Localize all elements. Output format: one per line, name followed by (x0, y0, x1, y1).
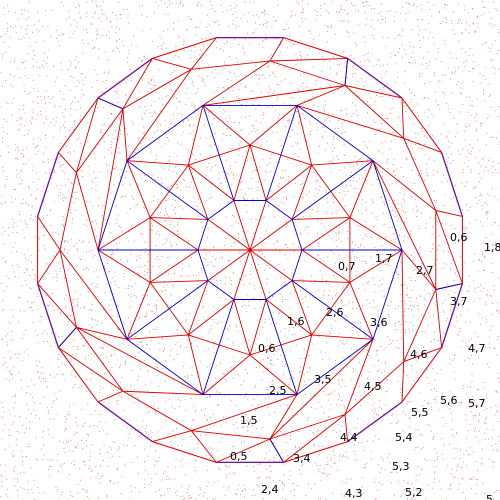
vertex-label: 3,4 (293, 452, 311, 465)
vertex-label: 1,7 (375, 252, 393, 265)
vertex-label: 4,3 (345, 487, 363, 500)
vertex-label: 2,5 (269, 384, 287, 397)
vertex-label: 2,4 (261, 483, 279, 496)
vertex-labels: 0,6 1,8 0,7 1,7 2,7 3,7 4,7 1,6 2,6 3,6 … (230, 231, 500, 500)
vertex-label: 3,6 (370, 316, 388, 329)
vertex-label: 2,7 (416, 264, 434, 277)
vertex-label: 2,6 (326, 306, 344, 319)
vertex-label: 4,6 (410, 348, 428, 361)
vertex-label: 1,5 (240, 414, 258, 427)
vertex-label: 5,6 (440, 394, 458, 407)
vertex-label: 5 (486, 493, 493, 500)
vertex-label: 0,5 (230, 450, 248, 463)
vertex-label: 5,2 (405, 486, 423, 499)
blue-mesh-edges (58, 58, 463, 463)
red-mesh-edges (37, 37, 463, 463)
vertex-label: 0,7 (338, 260, 356, 273)
vertex-label: 4,5 (364, 380, 382, 393)
vertex-label: 1,8 (484, 241, 500, 254)
blue-mesh-layer (36, 36, 464, 464)
vertex-label: 1,6 (287, 315, 305, 328)
vertex-label: 0,6 (258, 342, 276, 355)
vertex-label: 5,5 (411, 406, 429, 419)
vertex-label: 3,7 (450, 295, 468, 308)
vertex-label: 5,4 (395, 431, 413, 444)
vertex-label: 3,5 (314, 373, 332, 386)
vertex-label: 4,7 (468, 342, 486, 355)
vertex-label: 5,3 (392, 460, 410, 473)
outer-overlap-edges (36, 36, 464, 464)
vertex-label: 5,7 (468, 397, 486, 410)
vertex-label: 4,4 (340, 431, 358, 444)
vertex-label: 0,6 (450, 231, 468, 244)
